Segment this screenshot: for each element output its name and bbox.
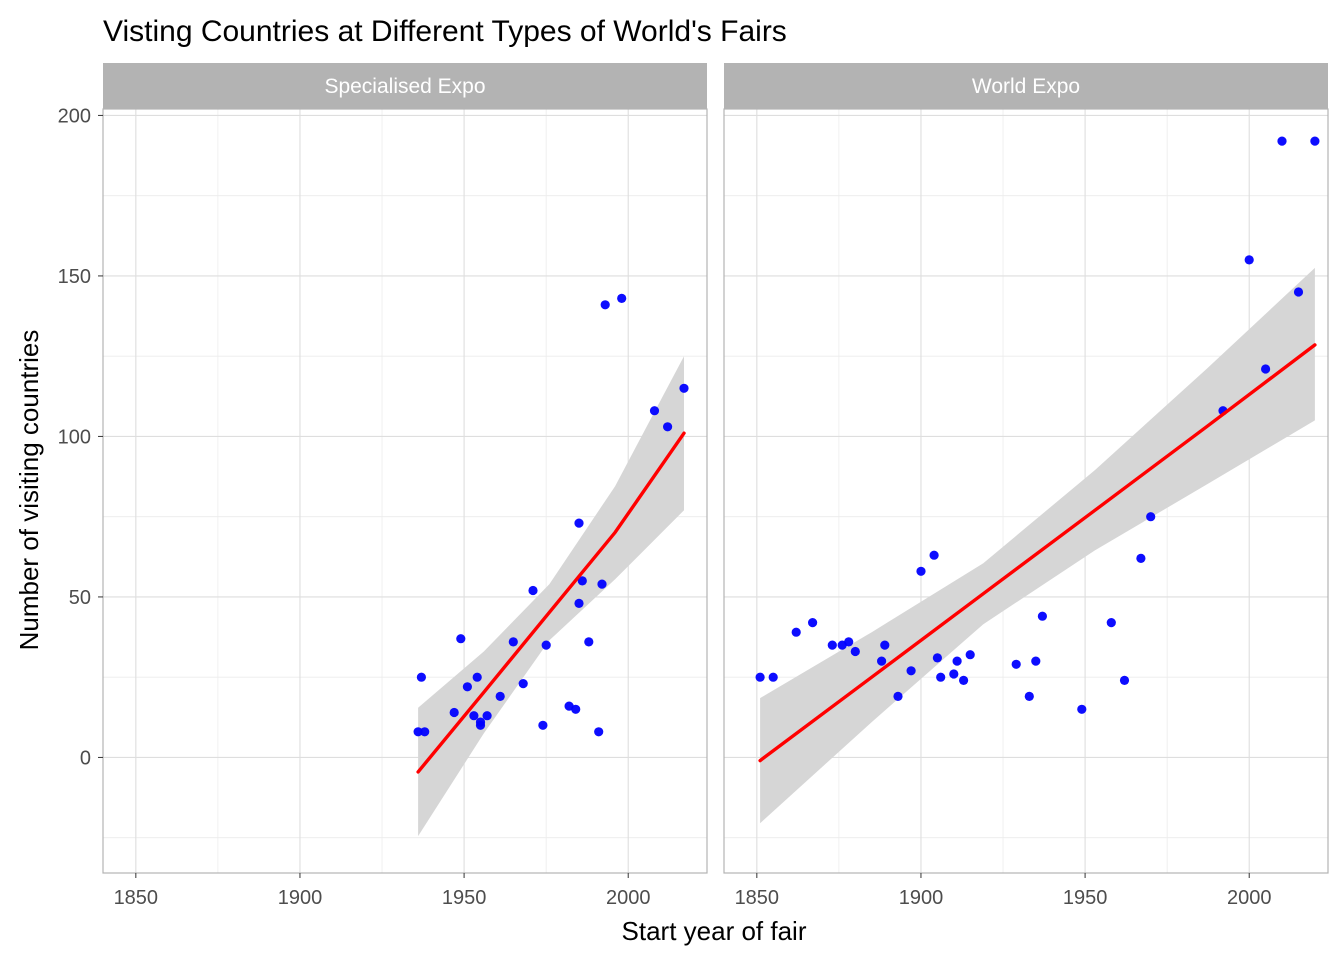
data-point xyxy=(574,518,584,528)
data-point xyxy=(577,576,587,586)
data-point xyxy=(1011,659,1021,669)
data-point xyxy=(880,640,890,650)
regression-line xyxy=(416,431,686,774)
data-point xyxy=(808,618,818,628)
data-point xyxy=(462,682,472,692)
data-point xyxy=(1119,675,1130,686)
panel-border xyxy=(723,108,1329,874)
data-point xyxy=(1031,656,1041,666)
facet-strip xyxy=(724,63,1328,109)
y-tick-label: 150 xyxy=(58,266,91,288)
data-point xyxy=(1293,287,1304,297)
data-point xyxy=(827,640,837,650)
regression-line xyxy=(758,343,1317,763)
x-tick-label: 2000 xyxy=(606,887,651,909)
data-point xyxy=(1310,136,1320,146)
data-point xyxy=(472,672,482,682)
data-point xyxy=(906,666,916,676)
data-point xyxy=(1277,136,1287,146)
facet-panels: Specialised Expo 1850 1900 1950 2000 0 50 100 15… xyxy=(58,63,1329,909)
data-point xyxy=(528,585,538,596)
data-point xyxy=(469,711,479,721)
data-point xyxy=(768,672,778,682)
x-axis-title: Start year of fair xyxy=(622,916,807,946)
data-point xyxy=(1244,255,1254,265)
data-point xyxy=(413,727,423,737)
y-tick-label: 200 xyxy=(58,105,91,127)
data-point xyxy=(952,656,962,666)
data-point xyxy=(495,691,505,702)
data-point xyxy=(584,637,594,647)
data-point xyxy=(1077,704,1087,714)
data-point xyxy=(1024,691,1034,702)
y-axis-title: Number of visiting countries xyxy=(14,330,44,651)
data-point xyxy=(597,579,607,589)
y-tick-label: 50 xyxy=(69,587,91,609)
x-tick-label: 1950 xyxy=(442,887,487,909)
data-point xyxy=(1261,364,1271,374)
data-point xyxy=(482,711,492,721)
data-point xyxy=(600,300,610,310)
data-point xyxy=(456,634,466,644)
facet-strip-label: Specialised Expo xyxy=(324,75,485,98)
confidence-band xyxy=(760,267,1315,824)
data-point xyxy=(959,675,969,686)
data-point xyxy=(518,679,528,689)
facet-strip xyxy=(103,63,707,109)
confidence-band xyxy=(418,356,684,837)
data-point xyxy=(965,650,975,660)
x-tick-label: 2000 xyxy=(1227,887,1272,909)
facet-strip-label: World Expo xyxy=(972,75,1080,98)
panel-border xyxy=(102,108,708,874)
data-point xyxy=(755,672,765,682)
x-tick-label: 1950 xyxy=(1063,887,1108,909)
data-point xyxy=(574,598,584,609)
data-point xyxy=(791,627,801,637)
data-point xyxy=(1136,553,1146,564)
data-point xyxy=(420,727,430,737)
data-point xyxy=(663,422,673,432)
data-point xyxy=(416,672,426,682)
data-point xyxy=(1037,611,1047,621)
data-point xyxy=(538,720,548,730)
y-tick-label: 100 xyxy=(58,426,91,448)
data-point xyxy=(844,637,854,647)
x-tick-label: 1900 xyxy=(899,887,944,909)
data-point xyxy=(916,566,926,576)
facet-panel: Specialised Expo 1850 1900 1950 2000 0 50 100 15… xyxy=(58,63,708,909)
data-point xyxy=(949,669,959,679)
data-point xyxy=(508,637,518,647)
chart-title: Visting Countries at Different Types of … xyxy=(103,15,787,48)
data-point xyxy=(679,383,689,393)
data-point xyxy=(929,550,939,560)
y-tick-label: 0 xyxy=(80,747,91,769)
data-point xyxy=(850,646,860,657)
data-point xyxy=(1106,618,1116,628)
facet-panel: World Expo 1850 1900 1950 2000 xyxy=(723,63,1329,909)
x-tick-label: 1850 xyxy=(114,887,159,909)
data-point xyxy=(1146,512,1156,522)
data-point xyxy=(649,406,660,416)
data-point xyxy=(893,691,903,702)
data-point xyxy=(877,656,887,666)
data-point xyxy=(932,653,943,663)
data-point xyxy=(594,727,604,737)
data-point xyxy=(936,672,946,682)
data-point xyxy=(449,707,459,718)
data-point xyxy=(541,640,551,650)
x-tick-label: 1900 xyxy=(278,887,323,909)
data-point xyxy=(571,704,581,714)
x-tick-label: 1850 xyxy=(735,887,780,909)
data-point xyxy=(617,293,627,303)
data-point xyxy=(475,720,486,730)
